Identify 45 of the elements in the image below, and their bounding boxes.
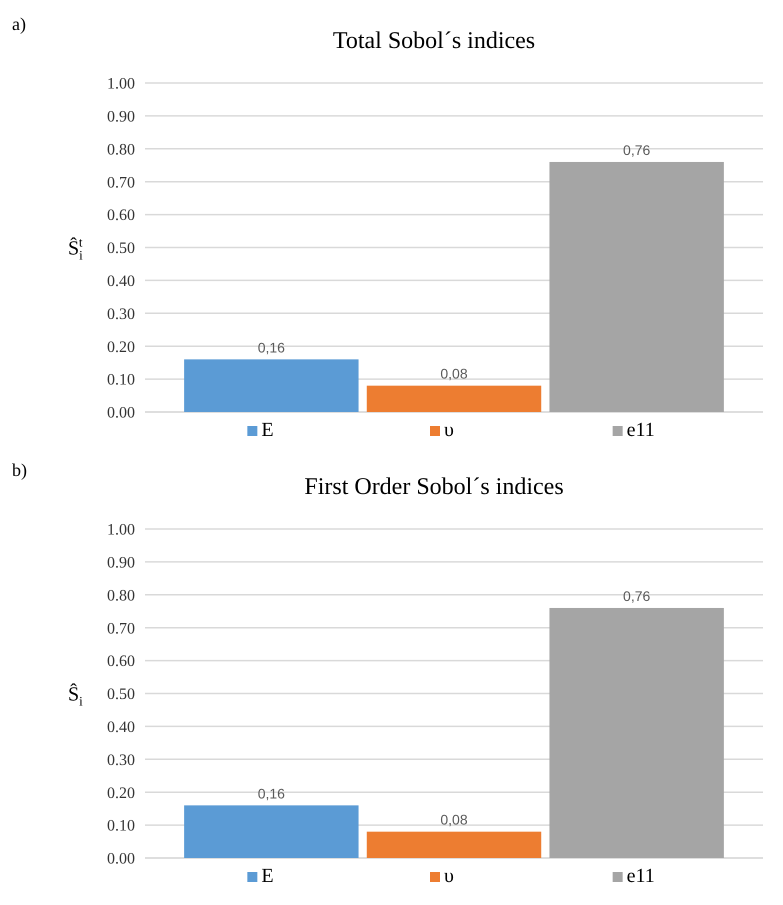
y-tick-label: 0.50 bbox=[107, 686, 135, 704]
y-tick-label: 0.70 bbox=[107, 620, 135, 638]
text: b) bbox=[12, 460, 27, 480]
y-tick-label: 0.30 bbox=[107, 752, 135, 769]
bar bbox=[184, 359, 359, 412]
bar bbox=[549, 162, 724, 412]
data-label: 0,76 bbox=[623, 588, 650, 604]
data-label: 0,16 bbox=[258, 785, 286, 802]
chart-title: Total Sobol´s indices bbox=[332, 28, 536, 54]
y-tick-label: 0.10 bbox=[107, 372, 135, 389]
y-tick-label: 0.60 bbox=[107, 653, 135, 670]
data-label: 0,76 bbox=[623, 142, 650, 158]
legend-label: E bbox=[261, 865, 274, 887]
y-tick-label: 0.70 bbox=[107, 174, 135, 192]
y-tick-label: 0.60 bbox=[107, 207, 135, 224]
data-label: 0,16 bbox=[258, 339, 286, 356]
legend-label: υ bbox=[444, 419, 454, 441]
y-tick-label: 0.90 bbox=[107, 108, 135, 126]
legend-label: υ bbox=[444, 865, 454, 887]
text: a) bbox=[12, 14, 26, 34]
bar bbox=[549, 608, 724, 858]
y-tick-label: 0.40 bbox=[107, 719, 135, 736]
y-tick-label: 0.80 bbox=[107, 587, 135, 604]
data-label: 0,08 bbox=[440, 812, 468, 828]
y-tick-label: 0.20 bbox=[107, 338, 135, 356]
legend-label: e11 bbox=[626, 419, 655, 441]
bar bbox=[366, 386, 542, 412]
bar bbox=[184, 805, 359, 858]
y-tick-label: 0.80 bbox=[107, 141, 135, 158]
legend-label: e11 bbox=[626, 865, 655, 887]
chart-title: First Order Sobol´s indices bbox=[304, 474, 564, 500]
y-tick-label: 0.00 bbox=[107, 850, 135, 868]
y-tick-label: 1.00 bbox=[107, 76, 135, 93]
bar bbox=[366, 832, 542, 858]
y-tick-label: 0.30 bbox=[107, 306, 135, 323]
y-tick-label: 0.50 bbox=[107, 240, 135, 258]
y-tick-label: 0.10 bbox=[107, 818, 135, 835]
y-tick-label: 1.00 bbox=[107, 522, 135, 539]
legend-label: E bbox=[261, 419, 274, 441]
y-tick-label: 0.90 bbox=[107, 554, 135, 572]
data-label: 0,08 bbox=[440, 366, 468, 382]
y-axis-title: Ŝ$_{i}$ bbox=[68, 682, 84, 708]
y-tick-label: 0.20 bbox=[107, 784, 135, 802]
y-tick-label: 0.40 bbox=[107, 273, 135, 290]
y-tick-label: 0.00 bbox=[107, 404, 135, 422]
